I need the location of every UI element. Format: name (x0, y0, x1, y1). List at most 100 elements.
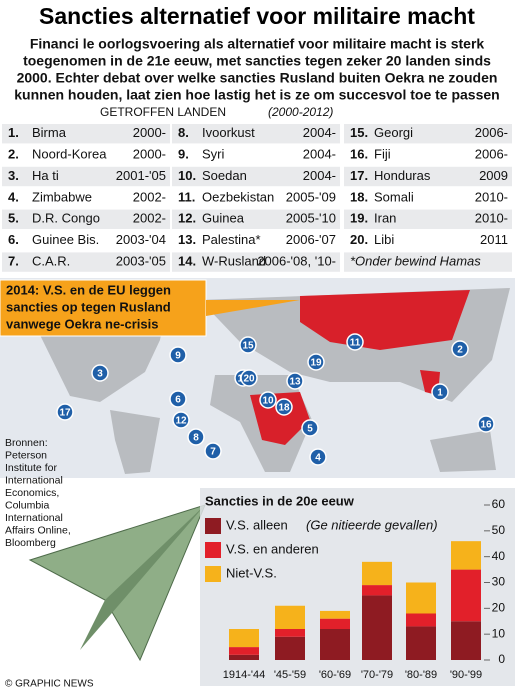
land (110, 410, 160, 474)
row-number: 4. (8, 189, 19, 204)
marker-label: 17 (59, 408, 71, 419)
country: Syri (202, 147, 225, 162)
subtitle-line: Financi le oorlogsvoering als alternatie… (30, 36, 485, 52)
marker-label: 16 (480, 420, 492, 431)
marker (172, 411, 190, 429)
table-cell (2, 166, 170, 187)
country: Birma (32, 125, 67, 140)
bar-segment (320, 618, 350, 629)
marker (477, 415, 495, 433)
bar-segment (275, 605, 305, 629)
marker (187, 428, 205, 446)
marker (286, 372, 304, 390)
row-number: 6. (8, 232, 19, 247)
land (430, 430, 496, 472)
table-cell (344, 188, 512, 208)
callout-text: 2014: V.S. en de EU leggen (6, 282, 171, 297)
chart-note: (Ge nitieerde gevallen) (306, 517, 438, 532)
period: 2003-'04 (116, 232, 166, 247)
row-number: 1. (8, 125, 19, 140)
marker (239, 336, 257, 354)
table-cell (344, 231, 512, 251)
legend-swatch (205, 542, 221, 558)
row-number: 11. (178, 189, 195, 204)
y-tick-label: 30 (492, 575, 506, 589)
period: 2000- (133, 147, 166, 162)
marker-label: 18 (278, 403, 290, 414)
y-tick-label: 60 (492, 497, 506, 511)
chart-title: Sancties in de 20e eeuw (205, 493, 355, 508)
row-number: 8. (178, 125, 189, 140)
marker-label: 19 (310, 358, 322, 369)
country: Guinee Bis. (32, 232, 99, 247)
country: Iran (374, 211, 396, 226)
marker (240, 369, 258, 387)
source-line: International (5, 474, 63, 486)
marker-label: 1 (437, 388, 443, 399)
period: 2001-'05 (116, 168, 166, 183)
row-number: 16. (350, 147, 368, 162)
y-tick-label: 0 (498, 652, 505, 666)
country: Guinea (202, 211, 245, 226)
row-number: 15. (350, 125, 368, 140)
period: 2010- (475, 189, 508, 204)
row-number: 10. (178, 168, 196, 183)
row-number: 2. (8, 147, 19, 162)
bar-segment (229, 629, 259, 648)
table-cell (172, 166, 340, 187)
legend-swatch (205, 518, 221, 534)
period: 2011 (480, 232, 508, 247)
marker (307, 353, 325, 371)
period: 2004- (303, 168, 336, 183)
row-number: 18. (350, 189, 368, 204)
table-cell (2, 252, 170, 272)
row-number: 13. (178, 232, 196, 247)
bar-segment (229, 654, 259, 660)
table-title: GETROFFEN LANDEN (100, 105, 226, 119)
table-cell (172, 124, 340, 144)
table-cell (344, 209, 512, 229)
marker (431, 383, 449, 401)
table-cell (344, 252, 512, 272)
country: Oezbekistan (202, 189, 274, 204)
plane-illustration (28, 504, 206, 662)
table-cell (172, 209, 340, 229)
period: 2010- (475, 211, 508, 226)
marker (204, 442, 222, 460)
period: 2000- (133, 125, 166, 140)
y-tick-label: 20 (492, 601, 506, 615)
country: D.R. Congo (32, 211, 100, 226)
country: Noord-Korea (32, 147, 107, 162)
country: Libi (374, 232, 394, 247)
marker (169, 346, 187, 364)
bar-segment (320, 610, 350, 619)
country: Fiji (374, 147, 391, 162)
marker-label: 20 (243, 374, 255, 385)
marker-label: 9 (175, 351, 181, 362)
bar-segment (362, 595, 392, 660)
marker (56, 403, 74, 421)
bar-segment (362, 561, 392, 586)
country: Ha ti (32, 168, 59, 183)
legend-label: Niet-V.S. (226, 565, 277, 580)
period: 2006- (475, 147, 508, 162)
banknote (80, 505, 205, 650)
period: 2003-'05 (116, 254, 166, 269)
row-number: 9. (178, 147, 189, 162)
table-cell (172, 188, 340, 208)
table-cell (172, 252, 340, 272)
bar-segment (406, 582, 436, 614)
bar-segment (275, 636, 305, 660)
x-tick-label: '80-'89 (405, 669, 437, 681)
bar-segment (362, 585, 392, 596)
callout-text: sancties op tegen Rusland (6, 299, 171, 314)
row-number: 17. (350, 168, 368, 183)
marker-label: 2 (457, 345, 463, 356)
table-cell (2, 145, 170, 165)
period: 2009 (479, 168, 508, 183)
table-cell (2, 231, 170, 251)
marker-label: 10 (262, 396, 274, 407)
marker (301, 419, 319, 437)
map: 2014: V.S. en de EU leggen sancties op te… (0, 278, 515, 478)
subtitle-line: kunnen houden, laat zien hoe lastig het … (14, 87, 499, 103)
